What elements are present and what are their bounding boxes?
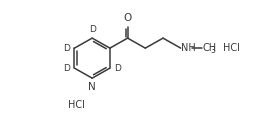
Text: D: D xyxy=(63,64,70,73)
Text: 3: 3 xyxy=(211,46,216,55)
Text: NH: NH xyxy=(181,43,196,53)
Text: N: N xyxy=(88,82,96,92)
Text: O: O xyxy=(123,14,132,23)
Text: HCl: HCl xyxy=(68,100,85,110)
Text: D: D xyxy=(89,25,96,34)
Text: CH: CH xyxy=(202,43,217,53)
Text: D: D xyxy=(114,64,122,73)
Text: D: D xyxy=(63,44,70,53)
Text: HCl: HCl xyxy=(223,43,240,53)
